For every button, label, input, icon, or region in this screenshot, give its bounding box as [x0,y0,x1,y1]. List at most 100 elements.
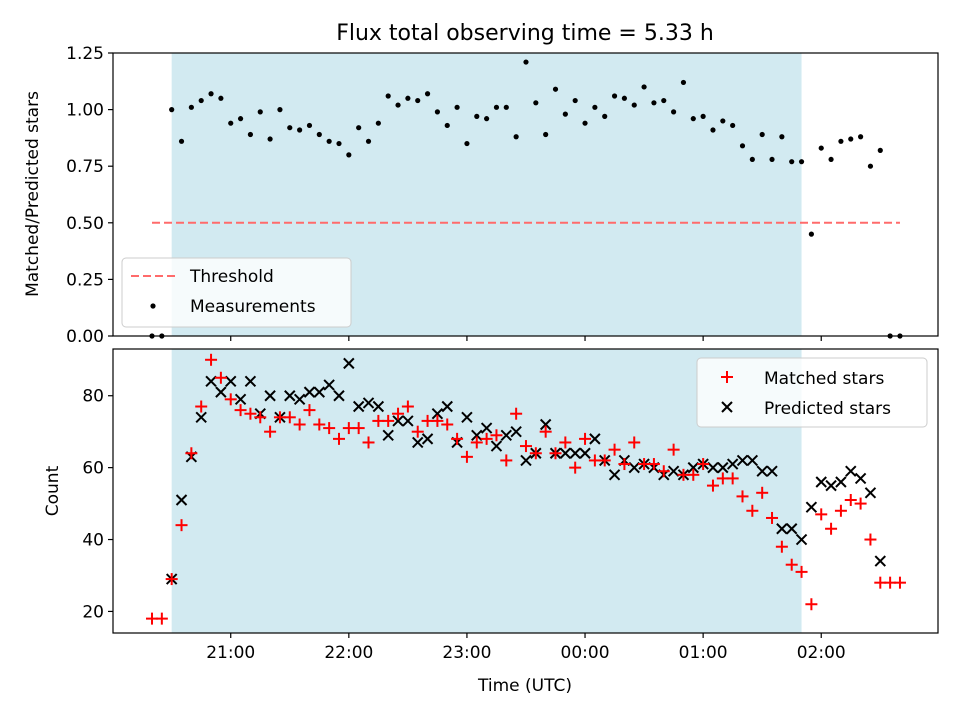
predicted-layer [165,357,886,585]
measurement-point [739,143,746,149]
matched-point [480,432,493,445]
predicted-point [284,390,296,402]
matched-point [362,436,375,449]
measurement-point [356,125,362,131]
measurement-point [858,134,864,140]
predicted-point [539,418,552,431]
predicted-point [864,487,877,499]
measurement-point [444,122,450,129]
measurement-point [188,104,194,110]
matched-point [264,425,277,438]
measurement-point [818,145,824,151]
matched-point [706,479,719,492]
predicted-point [402,415,414,427]
ratio-y-tick-label: 1.00 [66,101,104,121]
predicted-point [687,461,699,474]
legend-measurements-swatch [150,303,156,309]
predicted-point [579,447,591,459]
measurement-point [306,122,313,129]
predicted-point [175,494,188,506]
matched-point [579,432,592,445]
predicted-point [569,447,581,459]
predicted-point [628,461,640,474]
matched-point [726,472,739,485]
predicted-point [215,386,227,398]
measurement-point [680,79,687,86]
measurement-point [365,138,372,144]
count-y-tick-label: 60 [82,459,104,479]
count-y-ticks: 20 40 60 80 [82,387,113,622]
measurement-point [287,125,293,131]
predicted-point [352,400,365,413]
ratio-legend-box [121,257,352,328]
matched-point [529,447,542,460]
measurement-point [759,131,765,138]
ratio-y-tick-label: 0.50 [66,214,104,234]
measurement-point [503,104,509,110]
x-tick-label: 00:00 [561,643,610,663]
predicted-point [786,523,798,535]
matched-point [825,522,838,535]
predicted-point [195,411,207,424]
measurement-point [385,93,391,99]
ratio-x-ticks [230,336,822,341]
predicted-point [412,436,424,449]
matched-point [303,404,316,417]
predicted-point [490,440,503,452]
predicted-point [343,357,355,370]
ratio-axes-frame [112,52,939,337]
predicted-point [845,465,857,477]
predicted-point [510,425,522,438]
predicted-point [756,465,768,477]
matched-point [805,598,818,611]
measurement-point [513,134,519,140]
measurement-point [237,116,244,122]
ratio-y-tick-label: 1.25 [66,44,104,64]
legend-predicted-label: Predicted stars [764,399,891,419]
measurement-point [867,163,874,169]
measurement-point [848,136,854,142]
measurement-point [543,131,549,138]
predicted-point [392,415,404,427]
measurement-point [769,156,775,163]
measurement-point [621,95,628,101]
matched-point [490,429,503,442]
matched-point [519,440,532,453]
matched-point [598,454,611,467]
matched-point [559,436,572,449]
measurement-point [690,116,696,122]
measurement-point [484,116,490,122]
predicted-point [717,461,729,474]
matched-point [795,565,808,578]
ratio-y-tick-label: 0.75 [66,157,104,177]
matched-point [332,432,345,445]
count-y-tick-label: 80 [82,387,104,407]
measurement-point [454,104,460,110]
matched-point [283,411,296,424]
predicted-point [372,400,385,413]
measurement-point [415,97,421,104]
measurement-point [592,104,598,110]
measurement-point [474,113,480,119]
measurement-point [277,107,283,113]
matched-point [815,508,828,521]
ratio-y-tick-label: 0.00 [66,327,104,347]
matched-point [195,400,208,413]
predicted-point [815,476,827,488]
ratio-y-ticks: 0.00 0.25 0.50 0.75 1.00 1.25 [66,44,113,347]
legend-matched-swatch [721,371,733,383]
predicted-point [431,408,444,420]
measurement-point [838,138,844,144]
measurement-point [651,100,657,106]
measurement-point [562,111,568,117]
matched-point [657,465,670,478]
matched-point [470,436,483,449]
measurement-point [336,140,342,147]
predicted-point [608,469,621,481]
matched-point [736,490,749,503]
measurement-point [198,97,204,104]
matched-point [756,486,769,499]
count-y-tick-label: 20 [82,602,104,622]
matched-point [460,450,473,463]
predicted-point [795,533,808,546]
